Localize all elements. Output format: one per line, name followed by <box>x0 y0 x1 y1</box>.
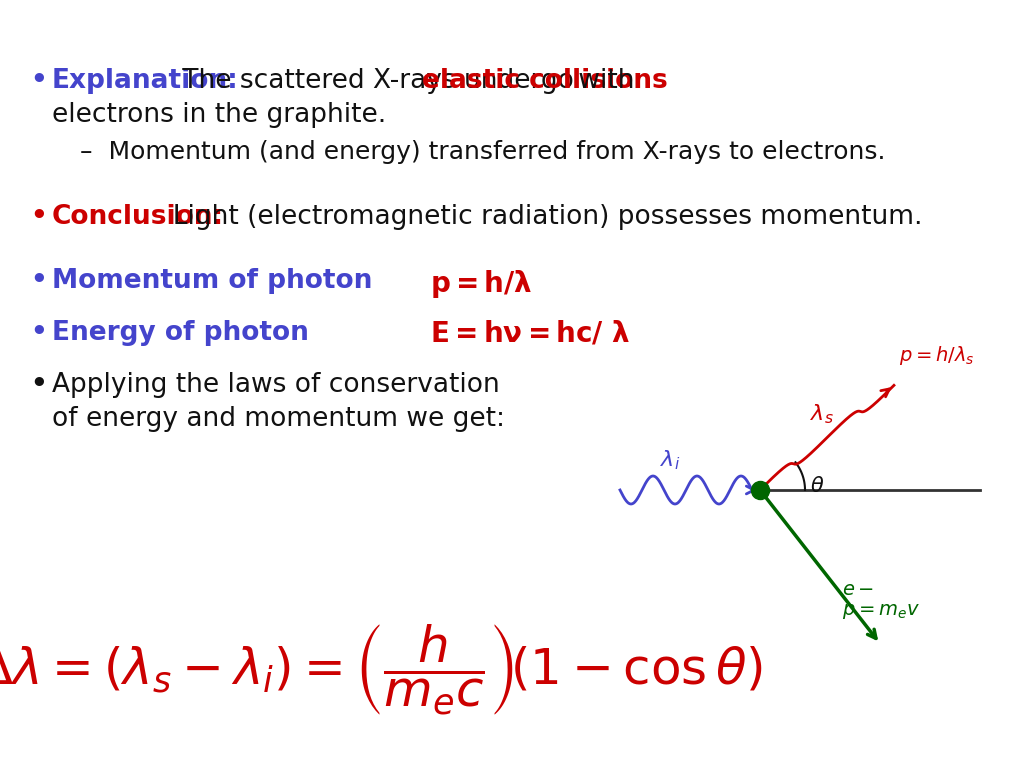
Text: Energy of photon: Energy of photon <box>52 320 309 346</box>
Text: Conclusion:: Conclusion: <box>52 204 224 230</box>
Text: The scattered X-rays undergo: The scattered X-rays undergo <box>174 68 583 94</box>
Text: $\mathbf{E = h\nu = hc/\ \lambda}$: $\mathbf{E = h\nu = hc/\ \lambda}$ <box>430 320 630 348</box>
Text: $\lambda_s$: $\lambda_s$ <box>810 402 834 425</box>
Text: $p=m_e v$: $p=m_e v$ <box>843 602 921 621</box>
Text: Light (electromagnetic radiation) possesses momentum.: Light (electromagnetic radiation) posses… <box>156 204 923 230</box>
Text: Momentum of photon: Momentum of photon <box>52 268 373 294</box>
Text: $\theta$: $\theta$ <box>810 476 824 496</box>
Text: of energy and momentum we get:: of energy and momentum we get: <box>52 406 505 432</box>
Text: Explanation:: Explanation: <box>52 68 239 94</box>
Text: electrons in the graphite.: electrons in the graphite. <box>52 102 386 128</box>
Text: $p=h/\lambda_s$: $p=h/\lambda_s$ <box>899 344 975 367</box>
Text: $\mathbf{p = h/\lambda}$: $\mathbf{p = h/\lambda}$ <box>430 268 532 300</box>
Text: with: with <box>570 68 635 94</box>
Text: elastic collisions: elastic collisions <box>422 68 668 94</box>
Text: •: • <box>30 68 47 94</box>
Text: Applying the laws of conservation: Applying the laws of conservation <box>52 372 500 398</box>
Text: •: • <box>30 268 47 294</box>
Text: $e-$: $e-$ <box>843 581 874 599</box>
Text: –  Momentum (and energy) transferred from X-rays to electrons.: – Momentum (and energy) transferred from… <box>80 140 886 164</box>
Text: $\lambda_i$: $\lambda_i$ <box>660 448 680 472</box>
Text: •: • <box>30 320 47 346</box>
Text: •: • <box>30 372 47 398</box>
Text: $\Delta\lambda = \left(\lambda_s - \lambda_i\right) = \left(\dfrac{h}{m_e c}\rig: $\Delta\lambda = \left(\lambda_s - \lamb… <box>0 623 763 717</box>
Text: •: • <box>30 204 47 230</box>
